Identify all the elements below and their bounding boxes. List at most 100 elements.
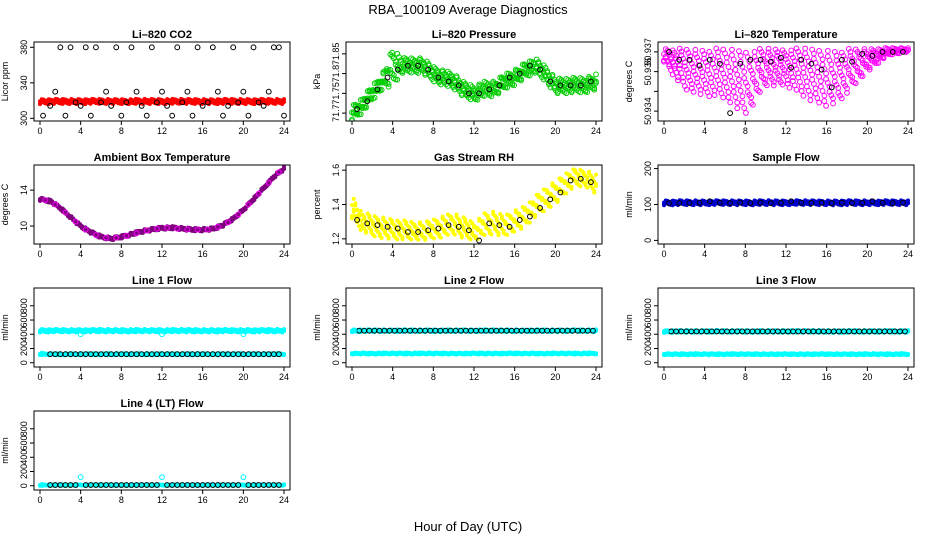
data-point <box>574 179 579 184</box>
y-axis-label: ml/min <box>624 191 634 218</box>
data-point <box>235 99 242 106</box>
y-tick-label: 380 <box>19 40 29 55</box>
x-tick-label: 0 <box>37 126 42 136</box>
data-point <box>455 223 462 230</box>
data-point <box>859 73 866 80</box>
data-point <box>399 68 406 75</box>
data-point <box>415 70 422 76</box>
data-point <box>499 214 504 219</box>
data-point <box>209 44 216 51</box>
data-point <box>462 80 469 87</box>
data-point <box>692 46 699 53</box>
data-point <box>381 215 386 220</box>
data-point <box>757 199 764 206</box>
data-point <box>668 54 674 60</box>
y-tick-label: 71.75 <box>331 82 341 105</box>
y-axis-label: ml/min <box>312 314 322 341</box>
data-point <box>355 207 360 212</box>
data-point <box>763 82 770 89</box>
data-point <box>818 199 825 206</box>
data-point <box>363 103 369 110</box>
data-point <box>788 51 795 58</box>
data-point <box>415 62 421 69</box>
data-point <box>516 217 523 223</box>
data-point <box>747 56 754 63</box>
data-point <box>385 83 392 90</box>
data-point <box>717 60 723 67</box>
y-tick-label: 0 <box>19 360 29 365</box>
data-point <box>694 75 701 82</box>
data-point <box>354 217 360 223</box>
data-point <box>839 56 845 63</box>
data-point <box>706 93 713 100</box>
x-tick-label: 8 <box>119 249 124 259</box>
data-point <box>415 229 421 235</box>
data-point <box>889 48 896 55</box>
series-dips <box>39 331 247 357</box>
data-point <box>486 220 493 227</box>
data-point <box>476 237 482 244</box>
data-point <box>858 70 864 76</box>
series-hourly-averages <box>42 169 282 241</box>
chart-title: Li–820 CO2 <box>132 29 192 41</box>
data-point <box>458 219 463 224</box>
x-tick-label: 16 <box>510 249 520 259</box>
data-point <box>838 72 845 79</box>
data-point <box>757 56 764 63</box>
data-point <box>487 228 492 233</box>
data-point <box>350 214 354 219</box>
data-point <box>778 199 784 206</box>
x-tick-label: 0 <box>37 249 42 259</box>
x-axis: 0 4 8 12 16 20 24 <box>37 366 289 382</box>
data-point <box>87 112 94 119</box>
data-point <box>823 102 829 109</box>
data-point <box>435 225 442 232</box>
data-point <box>889 200 896 206</box>
chart-title: Line 1 Flow <box>132 275 192 287</box>
data-point <box>701 51 707 58</box>
x-tick-label: 24 <box>279 372 289 382</box>
data-point <box>461 225 466 230</box>
data-point <box>567 82 574 89</box>
data-point <box>859 50 866 57</box>
data-point <box>812 85 819 92</box>
data-point <box>871 60 878 66</box>
data-point <box>784 77 791 83</box>
data-layer <box>38 44 287 119</box>
x-tick-label: 12 <box>157 249 167 259</box>
y-tick-label: 10 <box>19 221 29 231</box>
data-point <box>708 74 714 81</box>
data-point <box>516 70 523 77</box>
data-point <box>468 237 473 242</box>
data-point <box>362 215 367 220</box>
data-point <box>791 58 798 65</box>
data-point <box>696 62 703 69</box>
y-tick-label: 1.4 <box>331 198 341 211</box>
data-point <box>449 215 454 220</box>
x-tick-label: 12 <box>157 372 167 382</box>
data-point <box>875 59 882 66</box>
data-point <box>433 228 438 233</box>
data-point <box>774 49 781 56</box>
data-point <box>113 44 120 51</box>
data-point <box>383 229 388 234</box>
data-point <box>753 81 760 87</box>
data-point <box>416 237 421 242</box>
data-point <box>826 88 833 95</box>
x-tick-label: 4 <box>390 249 395 259</box>
data-point <box>282 99 286 104</box>
data-point <box>354 106 360 113</box>
data-point <box>900 48 906 55</box>
data-point <box>384 74 391 81</box>
data-point <box>573 168 578 173</box>
data-point <box>455 82 462 89</box>
data-point <box>717 199 723 206</box>
data-point <box>385 81 392 87</box>
x-tick-label: 8 <box>119 372 124 382</box>
series-minute-averages <box>661 45 911 116</box>
x-tick-label: 0 <box>661 126 666 136</box>
data-point <box>494 216 499 221</box>
data-point <box>255 99 262 106</box>
